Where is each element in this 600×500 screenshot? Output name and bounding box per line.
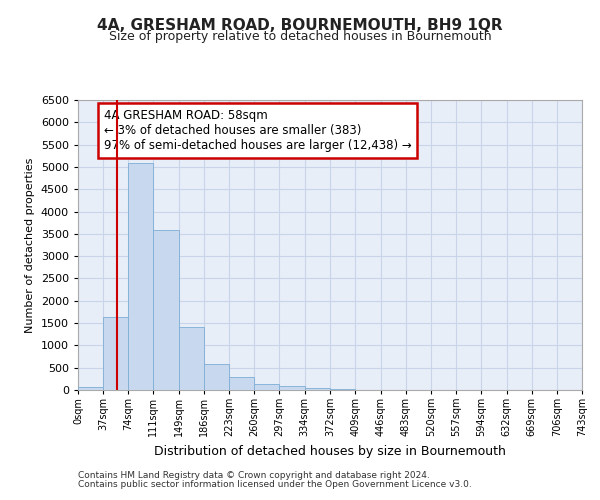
Y-axis label: Number of detached properties: Number of detached properties bbox=[25, 158, 35, 332]
Bar bbox=[103, 317, 128, 390]
Bar bbox=[153, 230, 179, 390]
Text: 4A, GRESHAM ROAD, BOURNEMOUTH, BH9 1QR: 4A, GRESHAM ROAD, BOURNEMOUTH, BH9 1QR bbox=[97, 18, 503, 32]
Bar bbox=[254, 384, 280, 390]
Text: 4A GRESHAM ROAD: 58sqm
← 3% of detached houses are smaller (383)
97% of semi-det: 4A GRESHAM ROAD: 58sqm ← 3% of detached … bbox=[104, 109, 412, 152]
X-axis label: Distribution of detached houses by size in Bournemouth: Distribution of detached houses by size … bbox=[154, 445, 506, 458]
Bar bbox=[78, 388, 103, 390]
Bar bbox=[280, 386, 305, 390]
Bar bbox=[204, 364, 229, 390]
Bar bbox=[179, 326, 204, 390]
Bar bbox=[305, 388, 331, 390]
Text: Contains HM Land Registry data © Crown copyright and database right 2024.: Contains HM Land Registry data © Crown c… bbox=[78, 471, 430, 480]
Bar bbox=[128, 164, 153, 390]
Text: Size of property relative to detached houses in Bournemouth: Size of property relative to detached ho… bbox=[109, 30, 491, 43]
Text: Contains public sector information licensed under the Open Government Licence v3: Contains public sector information licen… bbox=[78, 480, 472, 489]
Bar bbox=[229, 377, 254, 390]
